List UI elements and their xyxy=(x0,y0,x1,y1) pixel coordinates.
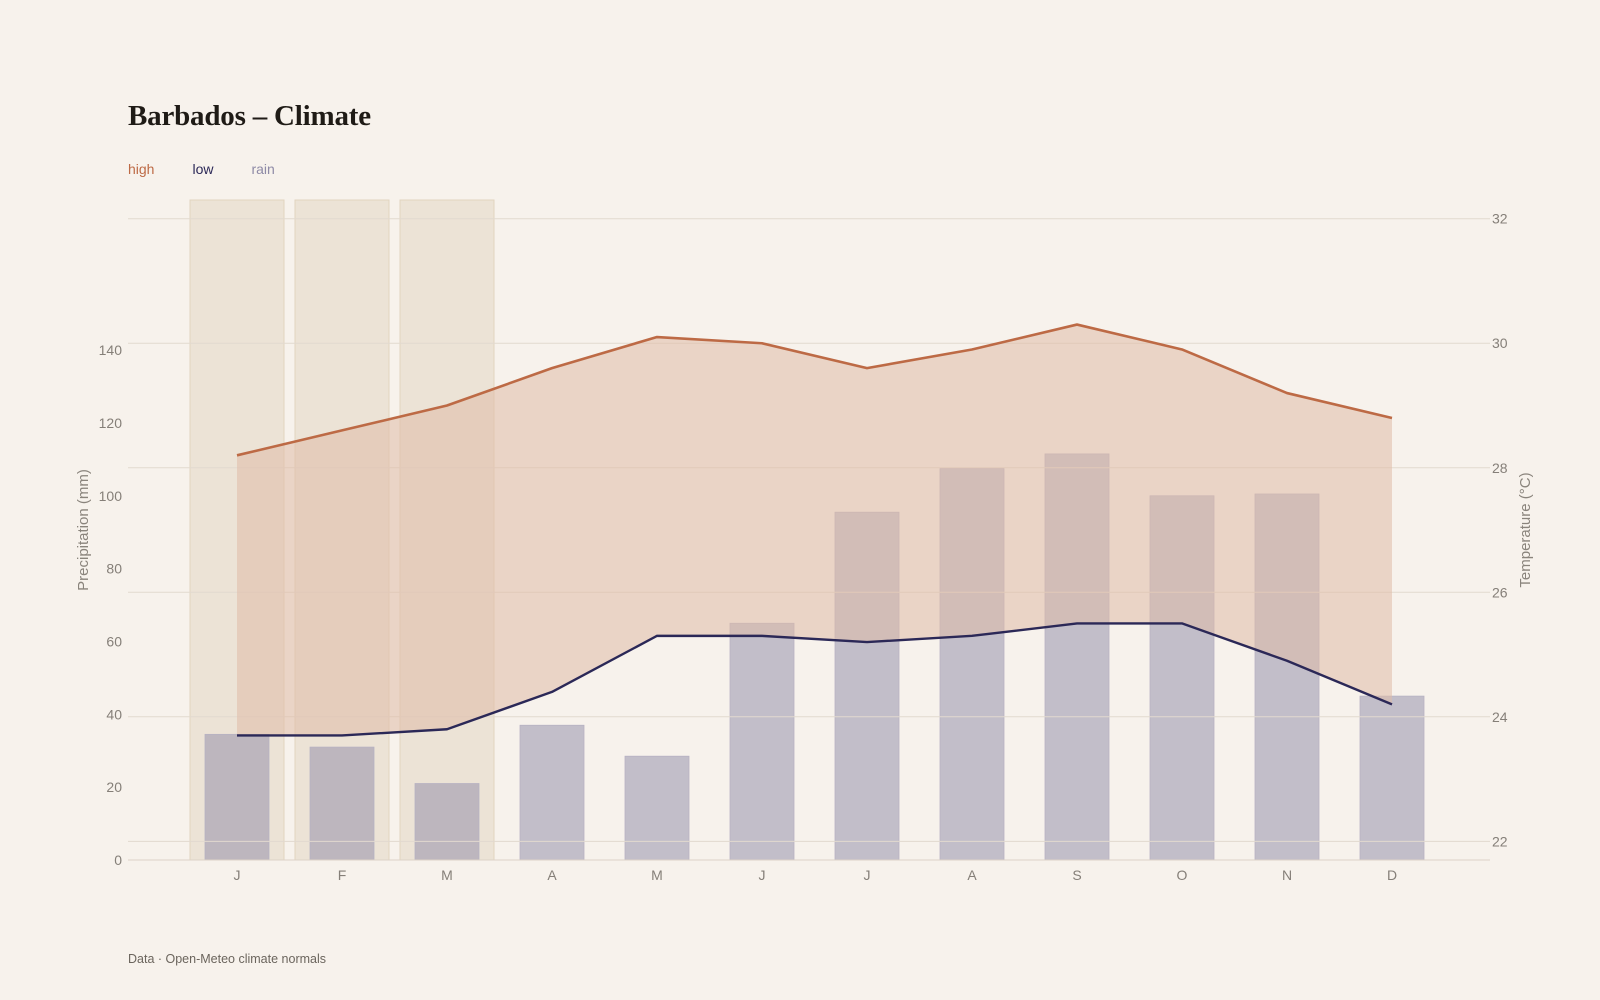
y-left-tick: 100 xyxy=(99,488,123,504)
y-left-tick: 0 xyxy=(114,852,122,868)
x-tick: M xyxy=(441,867,453,883)
rain-bar-2 xyxy=(414,783,480,861)
x-tick: A xyxy=(547,867,557,883)
y-right-tick: 32 xyxy=(1492,211,1508,227)
high-temp-line xyxy=(236,323,1393,457)
rain-bar-3 xyxy=(519,724,585,861)
x-tick: M xyxy=(651,867,663,883)
y-right-tick: 28 xyxy=(1492,460,1508,476)
y-right-tick: 26 xyxy=(1492,584,1508,600)
legend-high: high xyxy=(128,161,155,177)
x-tick: J xyxy=(864,867,871,883)
x-tick: D xyxy=(1387,867,1397,883)
x-tick: S xyxy=(1072,867,1081,883)
y-left-tick: 140 xyxy=(99,342,123,358)
rain-bar-11 xyxy=(1359,695,1425,861)
x-tick: J xyxy=(759,867,766,883)
y-left-tick: 120 xyxy=(99,415,123,431)
y-right-tick: 22 xyxy=(1492,833,1508,849)
y-axis-left-title: Precipitation (mm) xyxy=(75,469,92,591)
x-tick: N xyxy=(1282,867,1292,883)
legend: high low rain xyxy=(128,161,313,177)
legend-rain: rain xyxy=(251,161,275,177)
y-left-tick: 20 xyxy=(106,779,122,795)
y-axis-right-title: Temperature (°C) xyxy=(1517,472,1534,587)
low-temp-line xyxy=(237,622,1393,737)
axes: 0 20 40 60 80 100 120 140 22 24 26 28 30 32 J F M A M J J A S O… xyxy=(99,211,1508,883)
x-tick: J xyxy=(234,867,241,883)
rain-bar-1 xyxy=(309,746,375,861)
temperature-band xyxy=(237,324,1392,736)
rain-bar-5 xyxy=(729,622,795,861)
y-left-tick: 80 xyxy=(106,561,122,577)
y-right-tick: 30 xyxy=(1492,335,1508,351)
x-tick: O xyxy=(1177,867,1188,883)
y-left-tick: 40 xyxy=(106,706,122,722)
chart-title: Barbados – Climate xyxy=(128,100,371,132)
footer-source: Data · Open-Meteo climate normals xyxy=(128,952,326,966)
rain-bar-4 xyxy=(624,755,690,861)
temperature-lines xyxy=(236,323,1393,737)
y-right-tick: 24 xyxy=(1492,709,1508,725)
x-tick: F xyxy=(338,867,347,883)
x-tick: A xyxy=(967,867,977,883)
rain-bar-0 xyxy=(204,733,270,861)
y-left-tick: 60 xyxy=(106,633,122,649)
legend-low: low xyxy=(192,161,214,177)
